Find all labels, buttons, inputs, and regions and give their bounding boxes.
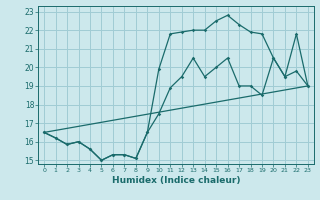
X-axis label: Humidex (Indice chaleur): Humidex (Indice chaleur) <box>112 176 240 185</box>
